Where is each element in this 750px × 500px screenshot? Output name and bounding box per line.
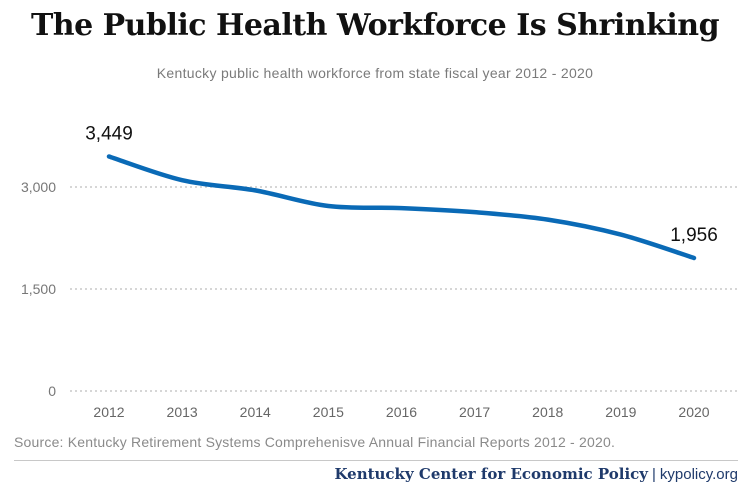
line-chart: 0 1,500 3,000 2012 2013 2014 2015 2016 2017 2018 2… [21,123,740,420]
y-tick-label: 0 [48,383,56,399]
x-tick-label: 2016 [386,404,417,420]
data-label-last: 1,956 [670,225,718,246]
x-tick-label: 2012 [93,404,124,420]
x-tick-label: 2020 [678,404,709,420]
source-note: Source: Kentucky Retirement Systems Comp… [14,434,616,450]
x-tick-label: 2018 [532,404,563,420]
x-tick-label: 2014 [240,404,271,420]
footer-divider [14,460,738,461]
data-label-first: 3,449 [85,123,133,144]
footer-website[interactable]: kypolicy.org [659,466,738,483]
footer-org-name: Kentucky Center for Economic Policy [334,465,648,483]
y-tick-label: 3,000 [21,179,56,195]
footer-separator: | [652,466,656,483]
footer: Kentucky Center for Economic Policy | kypo… [334,465,738,483]
chart-title: The Public Health Workforce Is Shrinking [30,8,720,43]
chart-subtitle: Kentucky public health workforce from st… [156,65,594,81]
x-tick-label: 2017 [459,404,490,420]
y-tick-label: 1,500 [21,281,56,297]
series-line [106,154,697,261]
x-tick-label: 2013 [167,404,198,420]
x-tick-label: 2019 [605,404,636,420]
x-tick-label: 2015 [313,404,344,420]
